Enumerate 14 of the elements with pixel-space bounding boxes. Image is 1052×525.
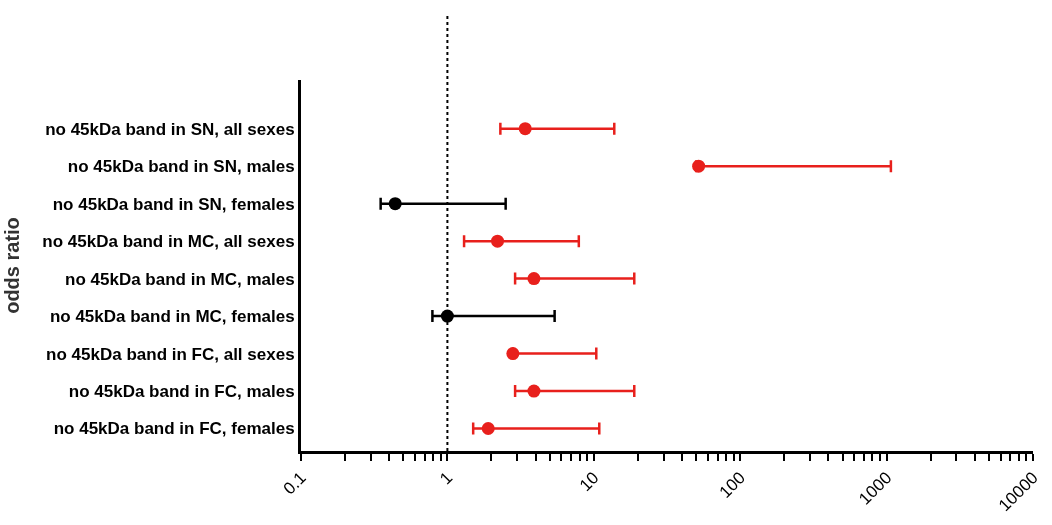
y-tick-label: no 45kDa band in MC, females (49, 307, 295, 327)
y-tick-label: no 45kDa band in SN, males (67, 157, 295, 177)
x-tick-label: 0.1 (279, 468, 310, 499)
y-tick-label: no 45kDa band in SN, females (52, 194, 295, 214)
y-tick-label: no 45kDa band in MC, males (65, 269, 295, 289)
y-tick-label: no 45kDa band in SN, all sexes (45, 119, 295, 139)
y-tick-label: no 45kDa band in FC, all sexes (46, 344, 295, 364)
x-tick-label: 1 (436, 468, 457, 489)
x-tick-label: 100 (715, 468, 750, 502)
y-tick-label: no 45kDa band in FC, males (68, 381, 295, 401)
y-tick-label: no 45kDa band in FC, females (53, 419, 295, 439)
y-axis-title: odds ratio (0, 217, 23, 314)
y-tick-label: no 45kDa band in MC, all sexes (42, 232, 295, 252)
x-tick-label: 10 (575, 468, 603, 496)
